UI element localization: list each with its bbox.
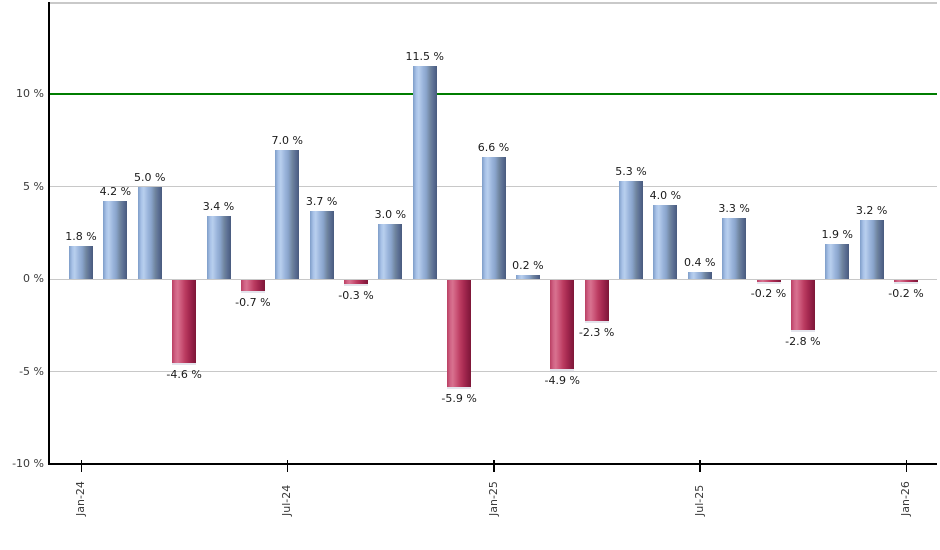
plot-top-border — [49, 2, 937, 4]
bar-positive — [412, 66, 437, 279]
x-axis-line — [48, 463, 937, 465]
bar-value-label: 0.4 % — [684, 255, 716, 269]
x-axis-tick-label: Jan-26 — [899, 481, 912, 516]
bar-positive — [722, 217, 747, 279]
bar-negative — [447, 280, 472, 390]
y-axis-tick-label: 10 % — [16, 87, 44, 100]
bar-negative — [172, 280, 197, 366]
bar-value-label: 5.3 % — [615, 164, 647, 178]
bar-positive — [481, 156, 506, 279]
bar-value-label: -2.3 % — [578, 325, 615, 339]
bar-value-label: -4.9 % — [544, 373, 580, 387]
x-axis-tick-label: Jan-24 — [74, 481, 87, 516]
bar-value-label: -2.8 % — [785, 334, 821, 348]
bar-positive — [69, 245, 93, 279]
bar-positive — [687, 271, 712, 279]
y-axis-tick-label: 5 % — [23, 179, 44, 193]
bar-negative — [240, 280, 265, 293]
bar-positive — [378, 223, 403, 279]
bar-value-label: -0.3 % — [338, 288, 374, 302]
bar-value-label: 3.7 % — [305, 194, 338, 208]
bar-positive — [103, 201, 128, 279]
bar-negative — [344, 280, 368, 286]
bar-value-label: -0.2 % — [750, 286, 787, 300]
bar-value-label: -0.2 % — [888, 286, 924, 300]
bar-value-label: -4.6 % — [166, 368, 202, 382]
x-axis-tick-label: Jul-25 — [692, 484, 706, 516]
bar-negative — [550, 280, 575, 371]
bar-positive — [309, 210, 334, 279]
bar-value-label: 1.8 % — [65, 229, 97, 243]
x-axis-tick-label: Jul-24 — [280, 484, 294, 516]
bar-value-label: 3.2 % — [855, 203, 888, 217]
bar-negative — [790, 280, 815, 332]
bar-positive — [859, 219, 884, 279]
x-axis-tick — [699, 460, 701, 472]
bar-positive — [515, 275, 540, 279]
y-axis-tick-label: 0 % — [23, 272, 44, 285]
bar-value-label: 3.0 % — [374, 207, 407, 221]
bar-value-label: 6.6 % — [477, 140, 510, 154]
reference-line-10pct — [49, 93, 937, 95]
gridline-0pct — [49, 278, 937, 280]
y-axis-tick-label: -10 % — [12, 457, 44, 470]
bar-positive — [653, 205, 678, 279]
bar-positive — [206, 216, 231, 279]
bar-value-label: 3.3 % — [718, 201, 750, 215]
bar-value-label: 0.2 % — [512, 259, 544, 273]
bar-positive — [275, 149, 300, 279]
bar-value-label: 3.4 % — [202, 200, 235, 214]
bar-value-label: 5.0 % — [134, 170, 166, 184]
bar-negative — [894, 280, 918, 284]
x-axis-tick — [80, 460, 82, 472]
bar-positive — [619, 180, 643, 279]
bar-value-label: 1.9 % — [821, 227, 853, 241]
bar-value-label: 7.0 % — [271, 133, 303, 147]
bar-value-label: 4.2 % — [99, 185, 132, 199]
y-axis-tick-label: -5 % — [19, 364, 44, 378]
bar-negative — [584, 280, 609, 323]
bar-negative — [756, 280, 781, 284]
bar-value-label: 11.5 % — [405, 50, 444, 64]
x-axis-tick — [493, 460, 495, 472]
bar-value-label: -5.9 % — [441, 392, 477, 406]
bar-positive — [825, 243, 850, 279]
x-axis-tick — [286, 460, 289, 472]
x-axis-tick-label: Jan-25 — [486, 481, 500, 516]
bar-value-label: 4.0 % — [649, 189, 682, 202]
x-axis-tick — [905, 460, 907, 472]
gridline--5pct — [49, 371, 937, 372]
bar-positive — [137, 186, 162, 279]
bar-value-label: -0.7 % — [235, 295, 271, 309]
y-axis-line — [48, 2, 50, 464]
